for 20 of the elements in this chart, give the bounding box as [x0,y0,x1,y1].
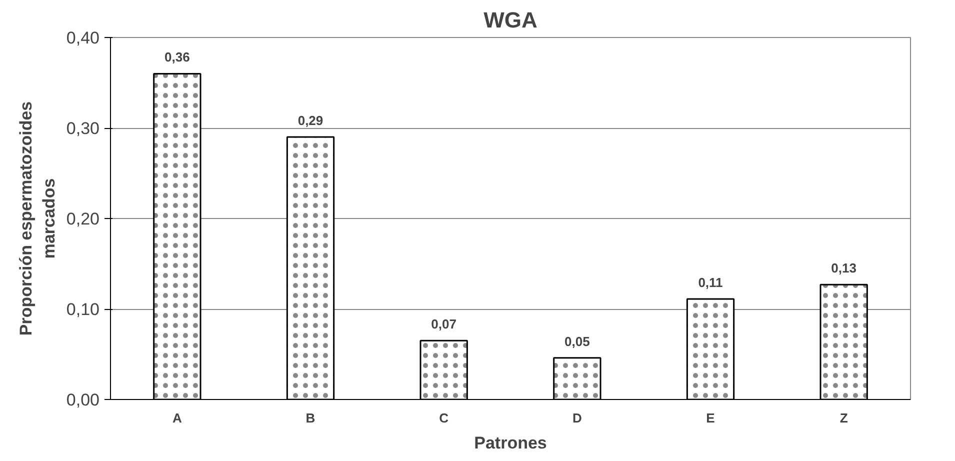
y-tick-label: 0,40 [66,28,100,48]
x-tick-label: E [706,410,716,426]
y-tick-label: 0,10 [66,300,100,319]
y-tick-label: 0,20 [66,210,100,228]
x-tick-label: A [172,410,182,426]
data-label: 0,29 [298,113,324,128]
data-label: 0,05 [564,334,590,349]
x-axis-title: Patrones [474,434,547,452]
y-axis-title: Proporción espermatozoides marcados [16,101,58,336]
x-tick-label: Z [840,410,848,426]
data-label: 0,07 [431,316,456,332]
y-tick-label: 0,00 [66,390,100,410]
data-label: 0,11 [698,275,723,290]
data-label: 0,36 [164,50,190,65]
x-tick-label: D [572,410,582,426]
data-label: 0,13 [831,260,856,276]
x-tick-label: B [306,410,316,426]
y-tick-label: 0,30 [66,119,100,138]
x-tick-label: C [439,410,450,426]
chart-title: WGA [484,8,538,32]
